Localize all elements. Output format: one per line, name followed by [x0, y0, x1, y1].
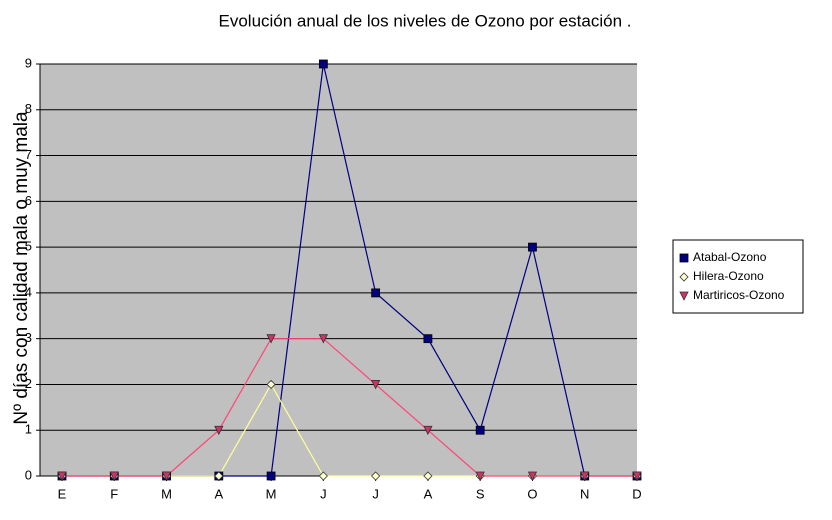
point	[318, 471, 328, 481]
x-tick-label: M	[266, 486, 277, 501]
y-tick-label: 9	[25, 55, 32, 70]
legend	[672, 239, 804, 314]
point	[475, 425, 485, 435]
point	[161, 471, 172, 481]
point	[318, 334, 329, 344]
point	[580, 471, 590, 481]
point	[371, 471, 381, 481]
point	[371, 288, 381, 298]
point	[266, 379, 276, 390]
point	[266, 471, 276, 481]
x-tick-label: S	[476, 486, 485, 501]
x-tick-label: O	[527, 486, 537, 501]
point	[214, 425, 224, 436]
y-tick-label: 7	[25, 147, 32, 162]
series-line	[62, 338, 637, 477]
x-tick-label: A	[214, 486, 223, 501]
x-tick-label: A	[424, 486, 433, 501]
legend-marker	[679, 272, 689, 282]
x-tick-label: J	[320, 486, 327, 501]
y-tick-label: 6	[25, 193, 32, 208]
point	[632, 471, 642, 481]
point	[527, 471, 538, 481]
plot-area	[40, 64, 637, 476]
point	[423, 471, 433, 481]
legend-label: Hilera-Ozono	[693, 269, 764, 283]
point	[214, 471, 224, 481]
legend-marker	[679, 291, 689, 301]
x-tick-label: F	[110, 486, 118, 501]
chart-title: Evolución anual de los niveles de Ozono …	[219, 11, 632, 30]
y-tick-label: 5	[25, 239, 32, 254]
point	[318, 59, 328, 69]
x-tick-label: E	[58, 486, 67, 501]
y-tick-label: 4	[25, 284, 32, 299]
point	[423, 334, 433, 344]
x-tick-label: M	[161, 486, 172, 501]
y-tick-label: 2	[25, 376, 32, 391]
legend-marker	[679, 253, 689, 263]
legend-label: Atabal-Ozono	[693, 250, 767, 264]
y-tick-label: 1	[25, 422, 32, 437]
point	[266, 334, 276, 344]
x-tick-label: J	[372, 486, 379, 501]
y-tick-label: 3	[25, 330, 32, 345]
y-tick-label: 8	[25, 101, 32, 116]
y-axis-label: Nº días con calidad mala o muy mala	[11, 111, 32, 425]
point	[423, 425, 433, 436]
legend-label: Martiricos-Ozono	[693, 288, 785, 302]
point	[109, 471, 119, 481]
point	[370, 380, 381, 390]
point	[57, 471, 67, 481]
y-tick-label: 0	[25, 467, 32, 482]
x-tick-label: D	[632, 486, 641, 501]
x-tick-label: N	[580, 486, 589, 501]
point	[475, 471, 485, 481]
point	[528, 242, 537, 252]
